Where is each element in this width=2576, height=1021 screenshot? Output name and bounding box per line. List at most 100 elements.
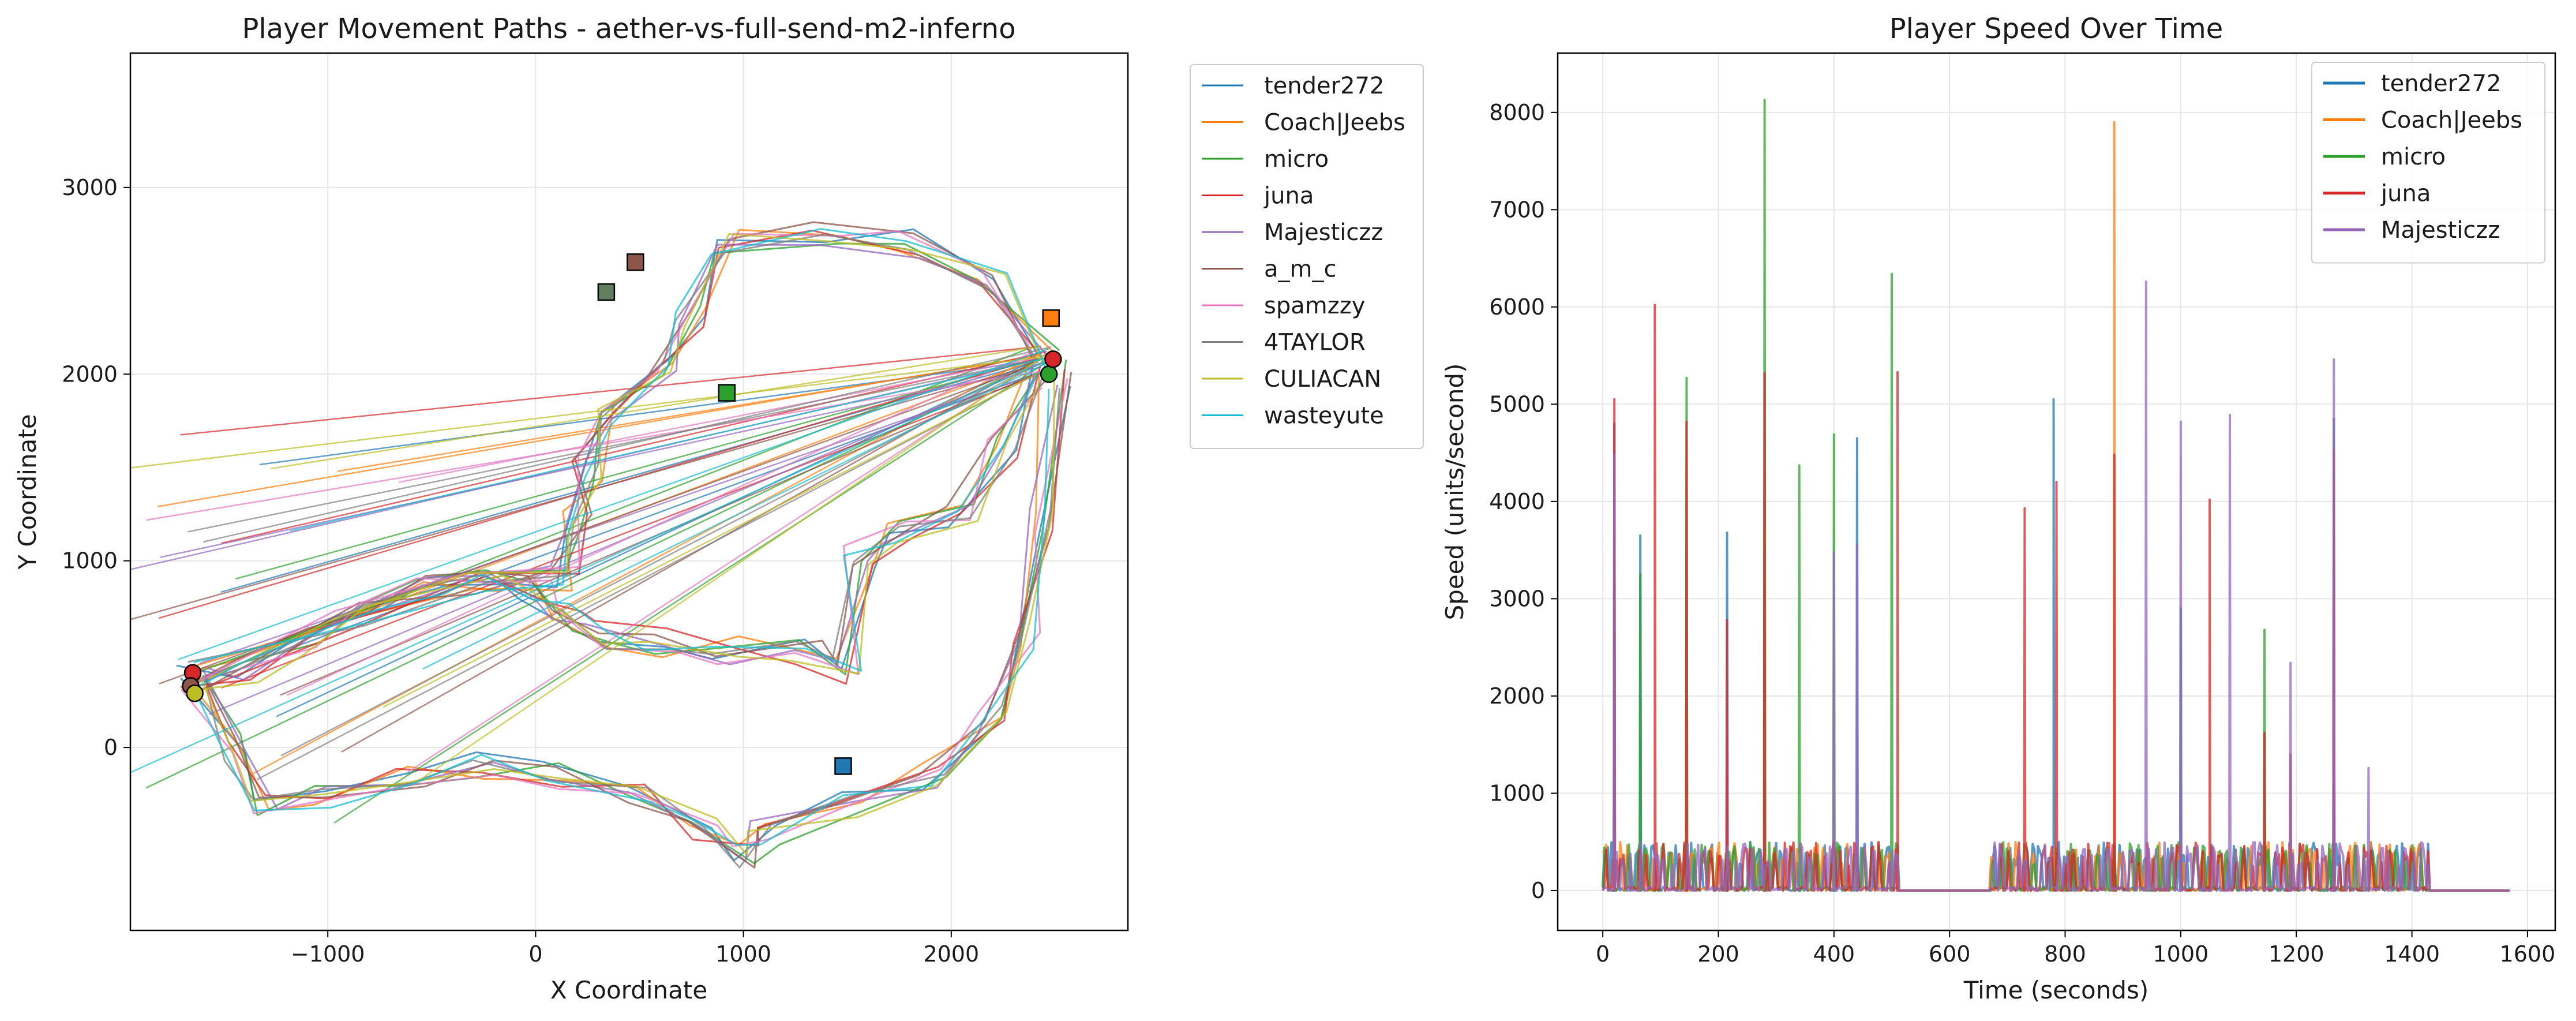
movement-jump-line: [287, 347, 1042, 696]
y-tick-label: 1000: [62, 548, 118, 574]
speed-y-axis-label: Speed (units/second): [1441, 364, 1469, 620]
y-tick-label: 4000: [1489, 489, 1545, 514]
speed-x-axis-label: Time (seconds): [1963, 976, 2149, 1004]
movement-jump-line: [130, 357, 1039, 469]
legend-label: Coach|Jeebs: [2381, 107, 2522, 134]
legend-label: 4TAYLOR: [1264, 330, 1366, 356]
movement-path: [208, 233, 1043, 680]
y-tick-label: 3000: [1489, 586, 1545, 611]
movement-jump-line: [235, 357, 1040, 580]
movement-jump-line: [146, 369, 1045, 521]
movement-jump-line: [337, 353, 1054, 472]
y-tick-label: 7000: [1489, 197, 1545, 222]
legend-label: tender272: [2381, 70, 2501, 97]
movement-paths: [130, 221, 1073, 869]
movement-path: [189, 377, 1043, 686]
speed-legend-box: [2311, 62, 2545, 264]
movement-ticks: −1000 0 1000 2000 0 1000 2000 3000: [62, 175, 979, 967]
movement-jump-line: [256, 366, 1051, 780]
movement-path: [197, 365, 1056, 856]
speed-legend: tender272 Coach|Jeebs micro juna Majesticzz: [2311, 62, 2545, 264]
movement-plot-frame: [129, 52, 1129, 932]
x-tick-label: 1000: [715, 941, 771, 967]
x-tick-label: 400: [1813, 941, 1855, 967]
start-marker: [186, 685, 204, 702]
x-tick-label: 1400: [2384, 941, 2440, 967]
movement-jump-line: [422, 362, 1047, 670]
movement-path: [180, 365, 1041, 688]
x-tick-label: −1000: [291, 941, 365, 967]
x-tick-label: 2000: [923, 941, 979, 967]
legend-label: juna: [2380, 181, 2431, 207]
movement-x-axis-label: X Coordinate: [550, 976, 707, 1004]
legend-label: tender272: [1264, 73, 1384, 99]
movement-jump-line: [203, 346, 1052, 543]
legend-label: juna: [1263, 183, 1314, 210]
movement-path: [194, 375, 1040, 846]
end-marker: [718, 384, 736, 402]
y-tick-label: 0: [1531, 878, 1545, 903]
movement-path: [180, 378, 1068, 847]
legend-label: wasteyute: [1264, 403, 1384, 429]
y-tick-label: 6000: [1489, 294, 1545, 320]
movement-path: [185, 384, 1040, 692]
speed-panel: 0 200 400 600 800 1000 1200 1400 1600 0 1000 2000 30…: [1441, 13, 2556, 1004]
x-tick-label: 1000: [2153, 941, 2209, 967]
y-tick-label: 1000: [1489, 780, 1545, 806]
spawn-markers: [182, 253, 1062, 775]
movement-paths-panel: −1000 0 1000 2000 0 1000 2000 3000 Player Movem…: [13, 13, 1424, 1004]
y-tick-label: 3000: [62, 175, 118, 200]
y-tick-label: 5000: [1489, 391, 1545, 417]
end-marker: [627, 253, 644, 271]
speed-plot-frame: [1557, 52, 2556, 932]
end-marker: [597, 283, 616, 301]
x-tick-label: 0: [528, 941, 542, 967]
movement-jump-line: [178, 348, 1049, 660]
x-tick-label: 1200: [2268, 941, 2324, 967]
movement-path: [193, 388, 1050, 846]
start-marker: [1044, 350, 1062, 368]
y-tick-label: 0: [104, 735, 118, 760]
movement-y-axis-label: Y Coordinate: [13, 414, 42, 570]
movement-jump-line: [220, 361, 1034, 593]
movement-jump-line: [417, 352, 1049, 783]
legend-label: Majesticzz: [2381, 217, 2500, 244]
end-marker: [1042, 309, 1060, 327]
end-marker: [834, 757, 852, 775]
start-marker: [1040, 365, 1058, 383]
x-tick-label: 0: [1596, 941, 1610, 967]
y-tick-label: 8000: [1489, 100, 1545, 125]
movement-path: [198, 373, 1039, 687]
legend-label: Coach|Jeebs: [1264, 110, 1405, 136]
legend-label: micro: [1264, 146, 1329, 173]
x-tick-label: 1600: [2500, 941, 2556, 967]
legend-label: micro: [2381, 144, 2446, 170]
speed-line: [1602, 281, 2510, 892]
movement-path: [193, 228, 1047, 663]
movement-jump-line: [180, 346, 1041, 436]
x-tick-label: 800: [2044, 941, 2086, 967]
movement-path: [205, 372, 1073, 869]
movement-jump-line: [383, 365, 1053, 708]
x-tick-label: 200: [1697, 941, 1739, 967]
y-tick-label: 2000: [62, 361, 118, 387]
movement-chart-title: Player Movement Paths - aether-vs-full-s…: [242, 13, 1015, 45]
y-tick-label: 2000: [1489, 683, 1545, 709]
legend-label: spamzzy: [1264, 293, 1365, 319]
movement-legend: tender272 Coach|Jeebs micro juna Majesticzz a…: [1190, 64, 1424, 449]
movement-jump-line: [187, 356, 1052, 533]
speed-lines: [1602, 98, 2510, 892]
speed-ticks: 0 200 400 600 800 1000 1200 1400 1600 0 1000 2000 30…: [1489, 100, 2555, 967]
movement-jump-line: [399, 357, 1037, 483]
movement-jump-line: [130, 361, 1044, 773]
movement-jump-line: [407, 361, 1039, 773]
legend-label: a_m_c: [1264, 256, 1336, 283]
x-tick-label: 600: [1929, 941, 1971, 967]
speed-chart-title: Player Speed Over Time: [1889, 13, 2223, 45]
movement-jump-line: [290, 356, 1052, 532]
legend-label: Majesticzz: [1264, 219, 1383, 246]
movement-legend-box: [1190, 64, 1424, 449]
movement-jump-line: [271, 345, 1041, 470]
movement-path: [193, 376, 1049, 683]
